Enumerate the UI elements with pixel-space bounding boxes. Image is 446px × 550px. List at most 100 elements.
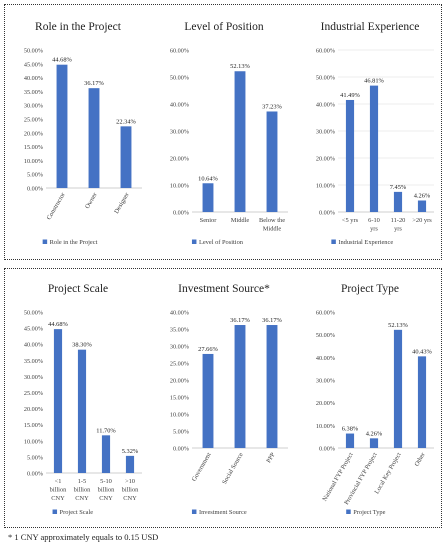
bar — [202, 183, 214, 212]
bar — [202, 353, 214, 448]
y-tick-label: 10.00% — [170, 183, 189, 190]
y-tick-label: 40.00% — [170, 102, 189, 109]
chart-role-in-project: Role in the Project 0.00% 5.00% 10.00% 15.00… — [24, 21, 142, 246]
category-label: Constructor — [46, 191, 68, 221]
bar — [369, 438, 379, 448]
legend-label: Project Type — [353, 509, 385, 516]
data-label: 4.26% — [414, 192, 431, 199]
chart-level-of-position: Level of Position 0.00% 10.00% 20.00% 30.00%… — [170, 21, 288, 246]
legend-swatch — [346, 509, 351, 514]
chart-title: Role in the Project — [35, 21, 122, 33]
y-tick-label: 60.00% — [170, 48, 189, 55]
category-label: Other — [413, 451, 427, 468]
y-tick-label: 0.00% — [319, 210, 335, 217]
chart-title: Project Type — [341, 283, 399, 295]
category-label: >20 yrs — [412, 217, 432, 224]
data-label: 11.70% — [96, 427, 116, 434]
data-label: 36.17% — [230, 317, 250, 324]
y-tick-label: 40.00% — [316, 102, 335, 109]
data-label: 40.43% — [412, 348, 432, 355]
category-label: Local Key Project — [373, 451, 402, 495]
data-label: 46.81% — [364, 78, 384, 85]
legend-swatch — [331, 239, 336, 244]
category-label: Middle — [231, 217, 250, 224]
legend-label: Level of Position — [199, 239, 244, 246]
category-label: Owner — [84, 191, 99, 210]
legend-swatch — [42, 239, 48, 244]
bar — [88, 88, 100, 188]
data-label: 44.68% — [52, 57, 72, 64]
category-label: PPP — [265, 451, 277, 464]
y-tick-label: 0.00% — [27, 186, 43, 193]
y-tick-label: 30.00% — [170, 344, 189, 351]
data-label: 38.30% — [72, 342, 92, 349]
chart-title: Level of Position — [184, 21, 263, 33]
y-tick-label: 10.00% — [316, 183, 335, 190]
y-tick-label: 30.00% — [170, 129, 189, 136]
y-tick-label: 30.00% — [316, 129, 335, 136]
category-label: 1-5 — [78, 478, 87, 485]
category-label: CNY — [123, 495, 137, 502]
y-tick-label: 20.00% — [170, 378, 189, 385]
y-tick-label: 15.00% — [24, 144, 43, 151]
data-label: 36.17% — [262, 317, 282, 324]
y-tick-label: 50.00% — [24, 310, 43, 317]
category-label: CNY — [51, 495, 65, 502]
data-label: 37.23% — [262, 103, 282, 110]
category-label: Social Source — [221, 451, 245, 485]
data-label: 41.49% — [340, 92, 360, 99]
bar — [417, 356, 427, 448]
chart-investment-source: Investment Source* 0.00% 5.00% 10.00% 15.00%… — [170, 283, 288, 516]
category-label: <5 yrs — [342, 217, 359, 224]
footnote: * 1 CNY approximately equals to 0.15 USD — [8, 532, 159, 542]
category-label: Below the — [259, 217, 285, 224]
chart-title: Industrial Experience — [321, 21, 420, 33]
bar — [234, 325, 246, 448]
data-label: 22.34% — [116, 118, 136, 125]
category-label: 11-20 — [391, 217, 406, 224]
y-tick-label: 45.00% — [24, 326, 43, 333]
category-label: 5-10 — [100, 478, 112, 485]
y-tick-label: 50.00% — [316, 332, 335, 339]
y-tick-label: 30.00% — [24, 103, 43, 110]
data-label: 10.64% — [198, 175, 218, 182]
bar — [234, 71, 246, 213]
bar — [393, 191, 403, 212]
bar — [417, 200, 427, 212]
data-label: 5.32% — [122, 448, 139, 455]
category-label: <1 — [55, 478, 62, 485]
data-label: 52.13% — [388, 322, 408, 329]
y-tick-label: 50.00% — [316, 75, 335, 82]
y-tick-label: 10.00% — [24, 158, 43, 165]
category-label: CNY — [99, 495, 113, 502]
legend-swatch — [52, 509, 58, 514]
bar — [101, 435, 111, 473]
category-label: CNY — [75, 495, 89, 502]
bar — [125, 455, 135, 473]
y-tick-label: 10.00% — [24, 438, 43, 445]
y-tick-label: 20.00% — [24, 406, 43, 413]
y-tick-label: 60.00% — [316, 310, 335, 317]
y-tick-label: 25.00% — [24, 390, 43, 397]
y-tick-label: 35.00% — [24, 89, 43, 96]
y-tick-label: 10.00% — [170, 412, 189, 419]
legend-label: Industrial Experience — [338, 239, 393, 246]
y-tick-label: 25.00% — [170, 361, 189, 368]
y-tick-label: 20.00% — [24, 130, 43, 137]
category-label: Senior — [200, 217, 218, 224]
bar — [266, 111, 278, 212]
y-tick-label: 40.00% — [316, 355, 335, 362]
category-label: >10 — [125, 478, 135, 485]
bottom-row-frame — [4, 268, 442, 528]
legend-label: Project Scale — [60, 509, 94, 516]
bar — [53, 329, 63, 473]
category-label: 6-10 — [368, 217, 380, 224]
data-label: 4.26% — [366, 430, 383, 437]
y-tick-label: 35.00% — [170, 327, 189, 334]
y-tick-label: 5.00% — [173, 429, 189, 436]
data-label: 44.68% — [48, 321, 68, 328]
chart-project-scale: Project Scale 0.00% 5.00% 10.00% 15.00% 20.00… — [24, 283, 142, 516]
bar — [393, 329, 403, 448]
bar — [369, 85, 379, 212]
y-tick-label: 5.00% — [27, 172, 43, 179]
